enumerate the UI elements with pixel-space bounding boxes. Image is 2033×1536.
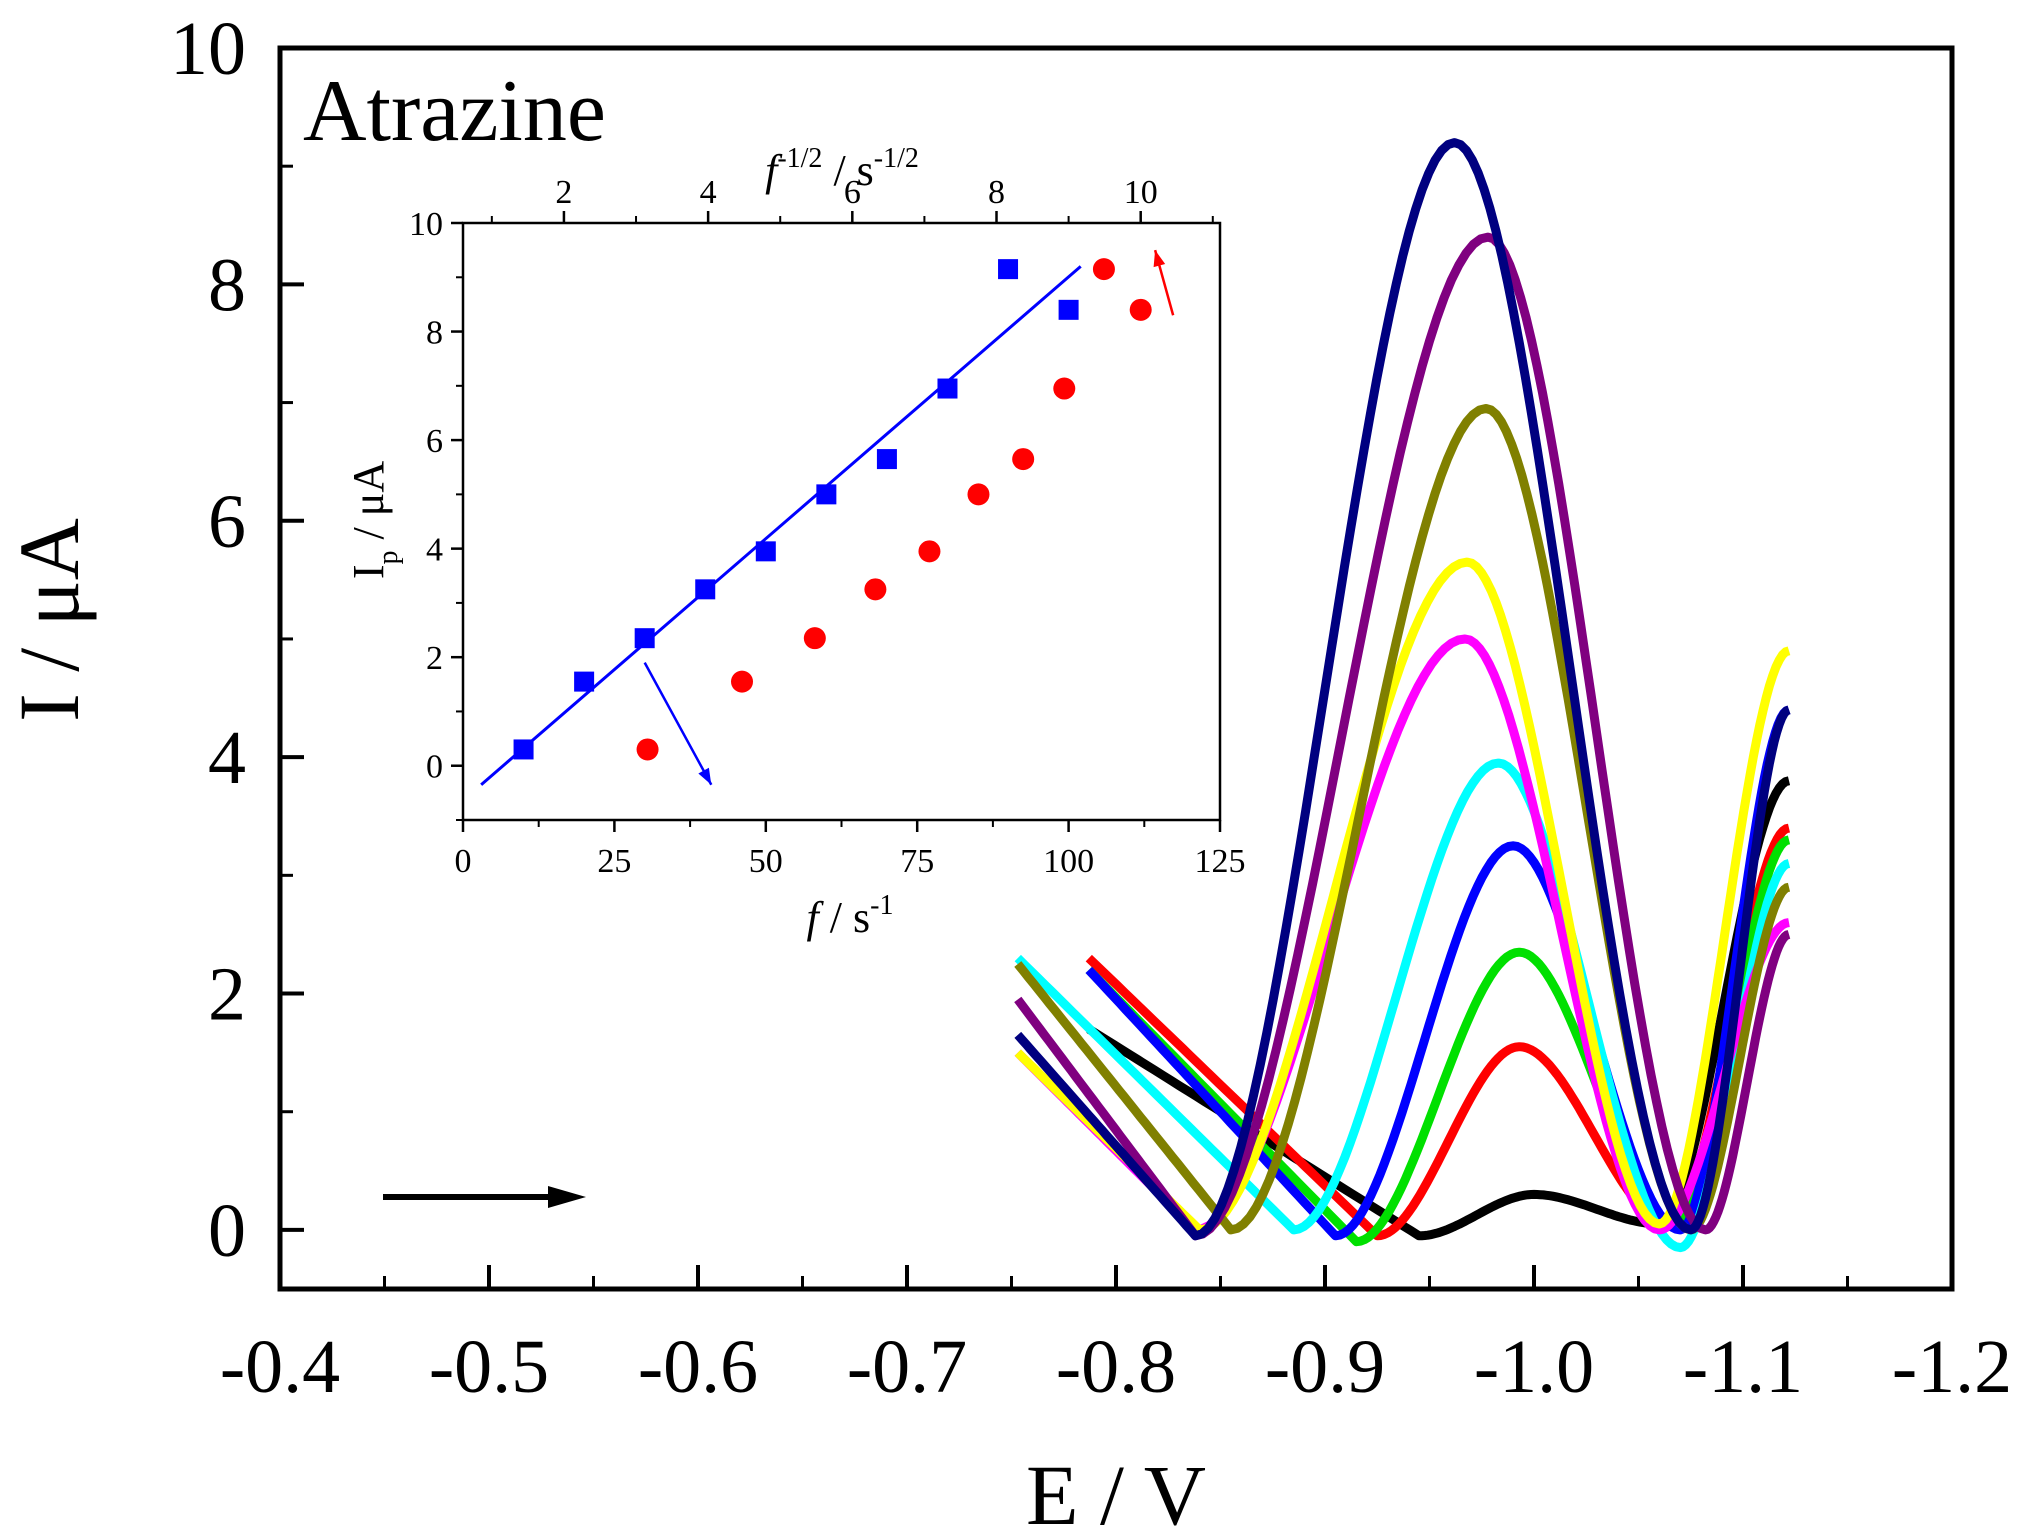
y-tick-label: 8 — [208, 243, 246, 327]
inset-linear-fit — [480, 265, 1082, 786]
x-tick-label: -1.1 — [1683, 1325, 1803, 1409]
inset-points — [513, 258, 1152, 761]
inset-square-point — [937, 378, 958, 399]
y-axis-label: I / μA — [1, 518, 97, 722]
inset-y-tick-label: 2 — [426, 640, 443, 677]
inset-square-point — [876, 449, 897, 470]
y-tick-label: 6 — [208, 480, 246, 564]
inset-top-x-tick-label: 4 — [700, 174, 717, 211]
inset-top-x-tick-label: 2 — [555, 174, 572, 211]
x-tick-label: -0.6 — [638, 1325, 758, 1409]
y-tick-label: 0 — [208, 1189, 246, 1273]
inset-circle-point — [803, 627, 826, 650]
y-tick-label: 10 — [170, 7, 246, 91]
inset-y-tick-label: 6 — [426, 423, 443, 460]
red-arrow-head — [1153, 250, 1166, 268]
y-tick-label: 2 — [208, 953, 246, 1037]
inset-square-point — [998, 259, 1019, 280]
x-tick-label: -1.0 — [1474, 1325, 1594, 1409]
inset-arrows — [643, 249, 1175, 786]
x-axis-label: E / V — [1026, 1447, 1206, 1536]
inset-square-point — [574, 671, 595, 692]
inset-y-tick-label: 10 — [409, 206, 443, 243]
inset-circle-point — [967, 483, 990, 506]
inset-x-tick-label: 50 — [749, 843, 783, 880]
inset-circle-point — [731, 670, 754, 693]
inset-top-x-tick-label: 10 — [1124, 174, 1158, 211]
blue-arrow — [643, 662, 713, 786]
curve-curve-10 — [1014, 138, 1791, 1241]
inset-circle-point — [1012, 448, 1035, 471]
inset-x-tick-label: 25 — [597, 843, 631, 880]
inset-x-tick-label: 75 — [900, 843, 934, 880]
inset-y-axis-label: Ip / μA — [344, 461, 404, 579]
inset-circle-point — [636, 738, 659, 761]
x-tick-label: -0.4 — [220, 1325, 340, 1409]
curve-curve-9 — [1014, 232, 1792, 1241]
inset-x-tick-label: 100 — [1043, 843, 1094, 880]
inset-y-tick-label: 4 — [426, 532, 443, 569]
inset-square-point — [695, 579, 716, 600]
x-tick-label: -0.7 — [847, 1325, 967, 1409]
inset-circle-point — [1053, 377, 1076, 400]
main-curves — [1014, 138, 1792, 1253]
inset-background — [463, 223, 1220, 820]
inset-top-x-tick-label: 8 — [988, 174, 1005, 211]
inset-y-tick-label: 8 — [426, 315, 443, 352]
inset-y-tick-label: 0 — [426, 749, 443, 786]
main-chart: -0.4 -0.5 -0.6 -0.7 -0.8 -0.9 -1.0 -1.1 -1.2 0 2 4 6… — [1, 7, 2012, 1536]
inset-top-x-tick-label: 6 — [844, 174, 861, 211]
inset-x-tick-label: 0 — [455, 843, 472, 880]
x-tick-label: -0.8 — [1056, 1325, 1176, 1409]
inset-circle-point — [1092, 258, 1115, 281]
main-plot-frame — [277, 45, 1955, 1292]
direction-arrow-head — [548, 1186, 586, 1208]
y-tick-label: 4 — [208, 716, 246, 800]
x-tick-label: -0.9 — [1265, 1325, 1385, 1409]
inset-square-point — [816, 484, 837, 505]
inset-square-point — [1058, 299, 1079, 320]
inset-plot-frame — [461, 221, 1222, 822]
chart-title: Atrazine — [303, 63, 606, 160]
inset-circle-point — [1129, 298, 1152, 321]
main-ticks: -0.4 -0.5 -0.6 -0.7 -0.8 -0.9 -1.0 -1.1 -1.2 0 2 4 6… — [170, 7, 2012, 1409]
inset-x-axis-label: f / s-1 — [807, 890, 894, 942]
inset-square-point — [513, 739, 534, 760]
inset-x-tick-label: 125 — [1195, 843, 1246, 880]
blue-arrow-head — [698, 767, 712, 785]
curve-curve-8 — [1014, 404, 1791, 1235]
inset-top-x-axis-label: f-1/2 / s-1/2 — [765, 143, 919, 195]
x-tick-label: -1.2 — [1892, 1325, 2012, 1409]
inset-circle-point — [918, 540, 941, 563]
inset-fit-line — [480, 265, 1082, 786]
inset-square-point — [755, 541, 776, 562]
inset-circle-point — [864, 578, 887, 601]
x-tick-label: -0.5 — [429, 1325, 549, 1409]
inset-square-point — [634, 628, 655, 649]
